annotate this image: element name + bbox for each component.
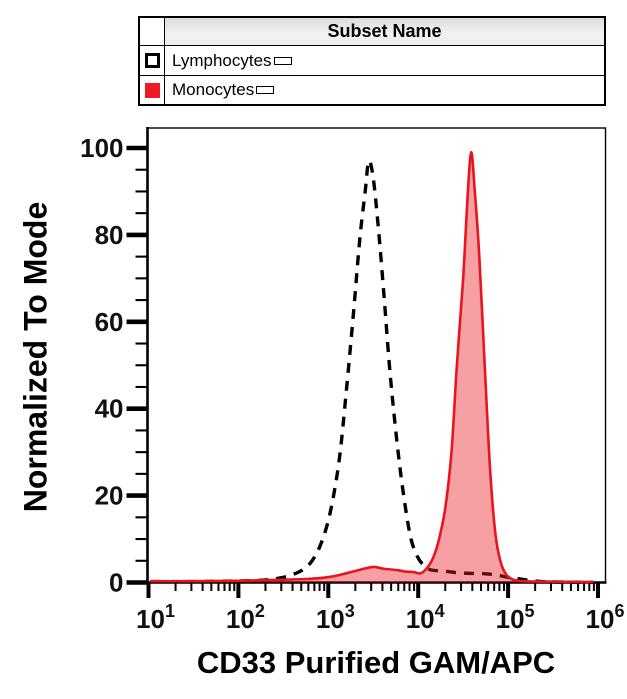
x-axis-tick-label: 104 <box>406 601 445 634</box>
monocytes-swatch-icon <box>144 82 160 98</box>
plot-frame <box>146 127 607 584</box>
x-axis-tick-label: 102 <box>226 601 265 634</box>
lymphocytes-freq-box-icon <box>273 56 292 65</box>
x-axis-tick-label: 103 <box>316 601 355 634</box>
lymphocytes-swatch-icon <box>144 53 160 68</box>
y-axis-tick-label: 40 <box>95 394 124 424</box>
legend-header-row: Subset Name <box>140 18 604 45</box>
monocytes-label: Monocytes <box>172 80 255 99</box>
monocytes-curve <box>150 150 594 584</box>
y-axis-tick-label: 80 <box>95 220 124 250</box>
x-axis-title: CD33 Purified GAM/APC <box>196 645 556 680</box>
legend-row-monocytes: Monocytes <box>140 75 604 104</box>
monocytes-freq-box-icon <box>256 86 275 94</box>
legend-table: Subset Name Lymphocytes Monocytes <box>138 16 606 106</box>
y-axis-tick-label: 0 <box>109 568 123 598</box>
x-axis-tick-label: 106 <box>586 601 625 634</box>
y-axis-tick-label: 100 <box>80 133 123 163</box>
y-axis-tick-label: 20 <box>95 481 124 511</box>
x-axis-tick-label: 105 <box>496 601 535 634</box>
legend-header-label: Subset Name <box>165 18 604 45</box>
lymphocytes-label: Lymphocytes <box>172 50 272 70</box>
y-axis-tick-label: 60 <box>95 307 124 337</box>
lymphocytes-curve <box>150 158 594 584</box>
legend-header-swatch-cell <box>140 18 165 45</box>
monocytes-curve-fill <box>150 152 594 583</box>
legend-row-lymphocytes: Lymphocytes <box>140 45 604 75</box>
x-axis-tick-label: 101 <box>136 601 175 634</box>
